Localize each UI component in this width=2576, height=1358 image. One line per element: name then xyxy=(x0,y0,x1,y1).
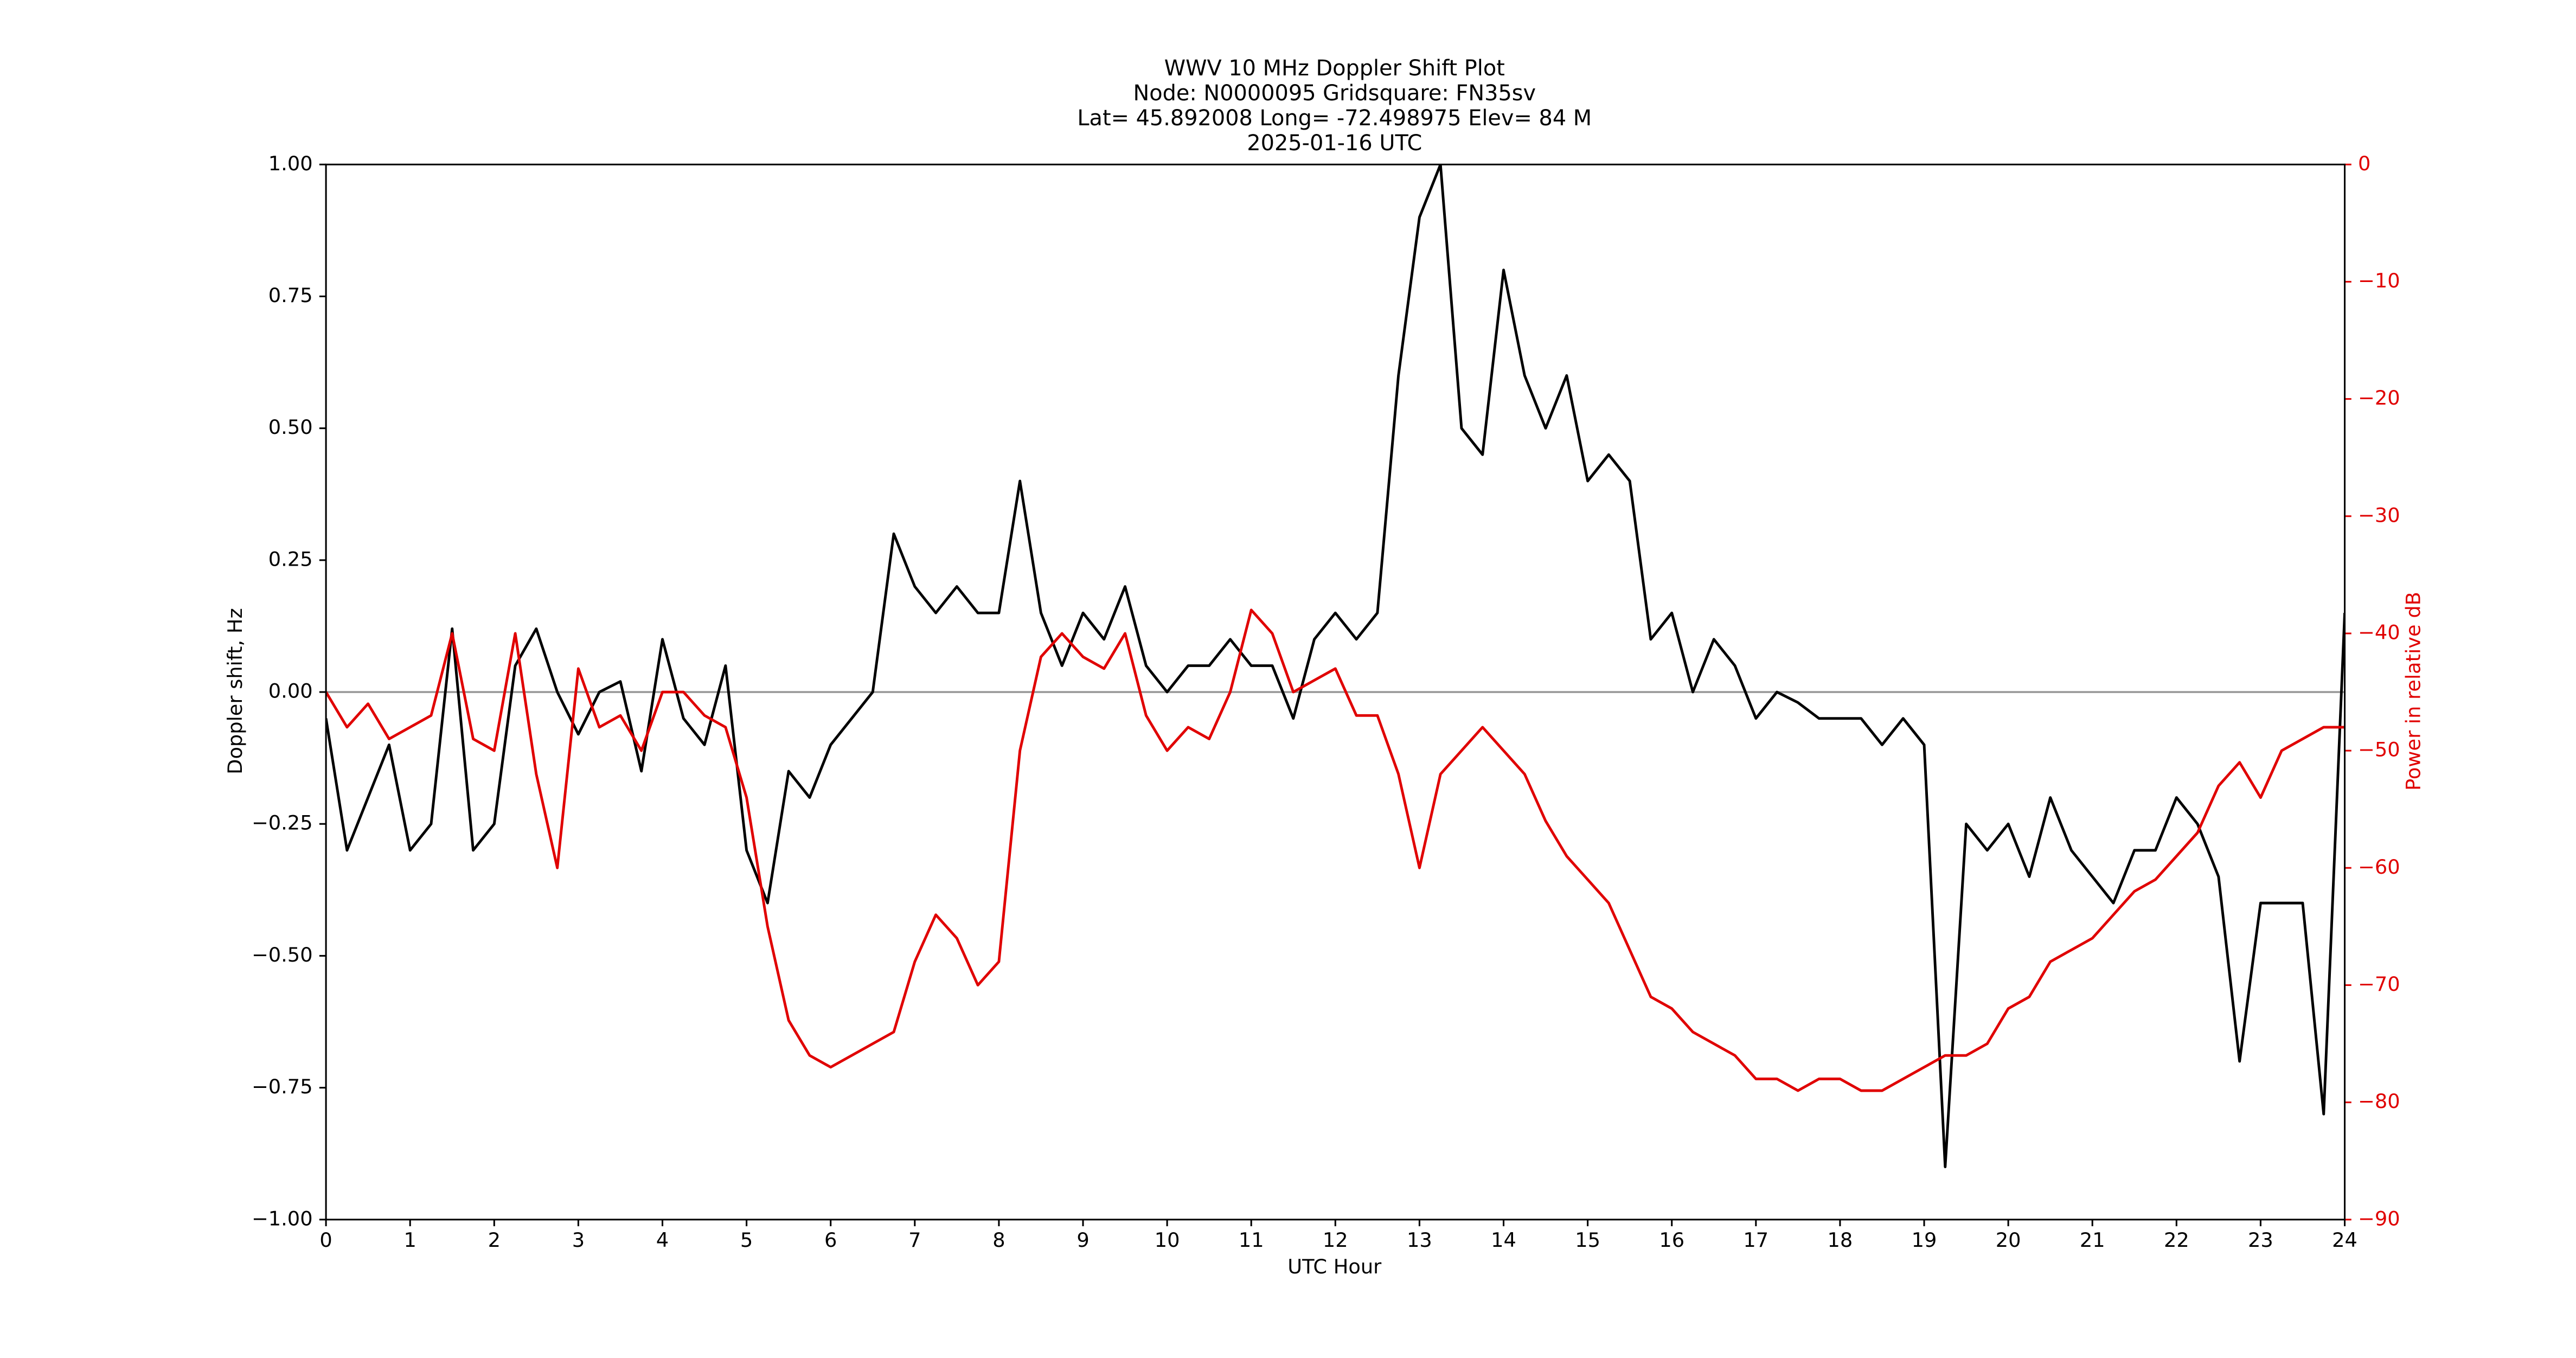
y-axis-label: Doppler shift, Hz xyxy=(223,608,247,774)
data-line xyxy=(326,608,2345,1092)
x-tick-label: 4 xyxy=(656,1228,669,1252)
y-tick-label: 1.00 xyxy=(268,152,313,175)
y-tick-label: 0.00 xyxy=(268,680,313,703)
y2-tick-label: −10 xyxy=(2358,269,2400,292)
chart-title: Lat= 45.892008 Long= -72.498975 Elev= 84… xyxy=(1077,106,1592,131)
x-tick-label: 0 xyxy=(319,1228,332,1252)
x-tick-label: 7 xyxy=(908,1228,921,1252)
chart-title: Node: N0000095 Gridsquare: FN35sv xyxy=(1133,81,1536,106)
y2-tick-label: −40 xyxy=(2358,620,2400,644)
y-tick-label: 0.25 xyxy=(268,547,313,571)
x-axis-label: UTC Hour xyxy=(1287,1255,1382,1278)
x-tick-label: 24 xyxy=(2332,1228,2357,1252)
x-tick-label: 13 xyxy=(1407,1228,1432,1252)
data-line xyxy=(326,164,2345,1168)
x-tick-label: 10 xyxy=(1155,1228,1180,1252)
x-tick-label: 20 xyxy=(1996,1228,2021,1252)
x-tick-label: 1 xyxy=(404,1228,416,1252)
y-tick-label: 0.50 xyxy=(268,415,313,439)
y2-tick-label: −20 xyxy=(2358,386,2400,409)
chart-title: 2025-01-16 UTC xyxy=(1247,131,1422,156)
x-tick-label: 17 xyxy=(1743,1228,1768,1252)
y2-tick-label: −30 xyxy=(2358,503,2400,527)
y2-tick-label: 0 xyxy=(2358,152,2370,175)
x-tick-label: 12 xyxy=(1323,1228,1348,1252)
plot-frame xyxy=(325,163,2346,1221)
x-tick-label: 14 xyxy=(1491,1228,1516,1252)
x-tick-label: 16 xyxy=(1659,1228,1684,1252)
y2-tick-label: −50 xyxy=(2358,738,2400,761)
x-tick-label: 15 xyxy=(1575,1228,1600,1252)
y2-tick-label: −60 xyxy=(2358,855,2400,879)
x-tick-label: 21 xyxy=(2080,1228,2105,1252)
y-tick-label: −0.75 xyxy=(252,1075,313,1098)
x-tick-label: 23 xyxy=(2248,1228,2273,1252)
y-tick-label: −0.50 xyxy=(252,943,313,966)
y2-tick-label: −70 xyxy=(2358,972,2400,996)
x-tick-label: 9 xyxy=(1076,1228,1089,1252)
y2-tick-label: −80 xyxy=(2358,1090,2400,1113)
y2-axis-label: Power in relative dB xyxy=(2402,592,2425,791)
x-tick-label: 6 xyxy=(824,1228,837,1252)
y-tick-label: −0.25 xyxy=(252,811,313,835)
x-tick-label: 19 xyxy=(1912,1228,1937,1252)
x-tick-label: 3 xyxy=(572,1228,585,1252)
x-tick-label: 18 xyxy=(1828,1228,1853,1252)
y-tick-label: 0.75 xyxy=(268,284,313,307)
x-tick-label: 5 xyxy=(740,1228,753,1252)
y2-tick-label: −90 xyxy=(2358,1207,2400,1230)
x-tick-label: 2 xyxy=(488,1228,501,1252)
x-tick-label: 8 xyxy=(992,1228,1005,1252)
x-tick-label: 22 xyxy=(2164,1228,2189,1252)
y-tick-label: −1.00 xyxy=(252,1207,313,1230)
chart-title: WWV 10 MHz Doppler Shift Plot xyxy=(1164,56,1505,81)
x-tick-label: 11 xyxy=(1239,1228,1264,1252)
